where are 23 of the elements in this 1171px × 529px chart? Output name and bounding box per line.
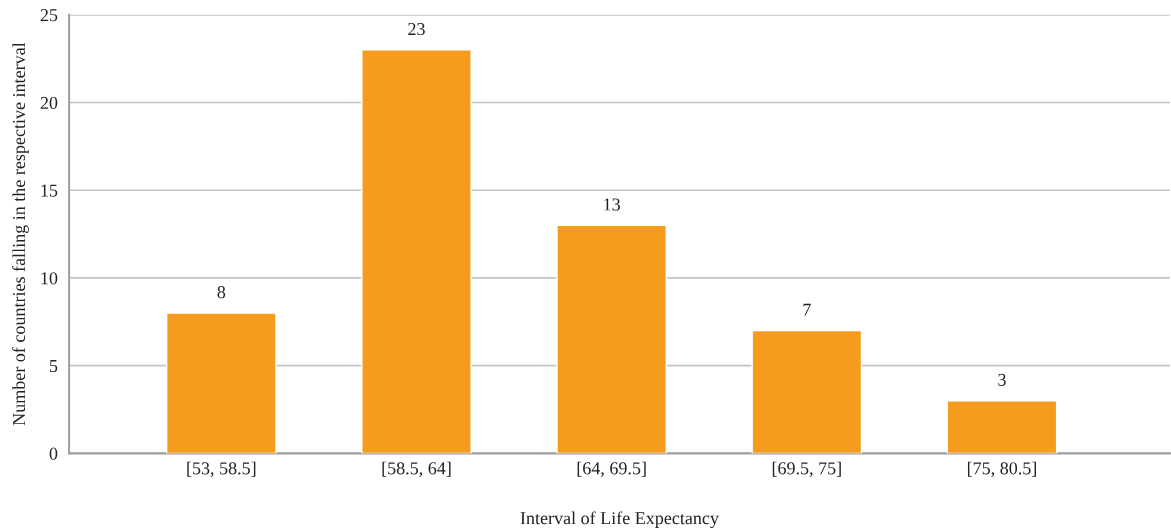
data-label: 7: [803, 303, 811, 316]
bar: [751, 329, 863, 454]
x-tick-label: [58.5, 64]: [382, 461, 451, 477]
bar: [361, 49, 472, 454]
y-tick-label: 20: [40, 96, 58, 109]
bar: [556, 224, 667, 454]
x-tick-label: [75, 80.5]: [967, 461, 1036, 477]
y-tick-label: 10: [41, 272, 58, 285]
data-label: 8: [217, 286, 226, 299]
data-label: 3: [998, 373, 1006, 386]
x-tick-label: [53, 58.5]: [187, 461, 256, 477]
x-tick-label: [64, 69.5]: [577, 461, 646, 477]
bar: [165, 312, 277, 454]
y-tick-label: 25: [40, 9, 58, 22]
y-tick-label: 5: [50, 360, 58, 373]
x-axis-title: Interval of Life Expectancy: [520, 511, 719, 528]
x-tick-label: [69.5, 75]: [772, 461, 841, 477]
y-tick-label: 15: [41, 184, 58, 197]
data-label: 23: [408, 22, 425, 36]
bar: [946, 400, 1058, 454]
data-label: 13: [604, 198, 620, 211]
y-axis-title: Number of countries falling in the respective interval: [12, 42, 29, 426]
y-tick-label: 0: [49, 447, 58, 460]
